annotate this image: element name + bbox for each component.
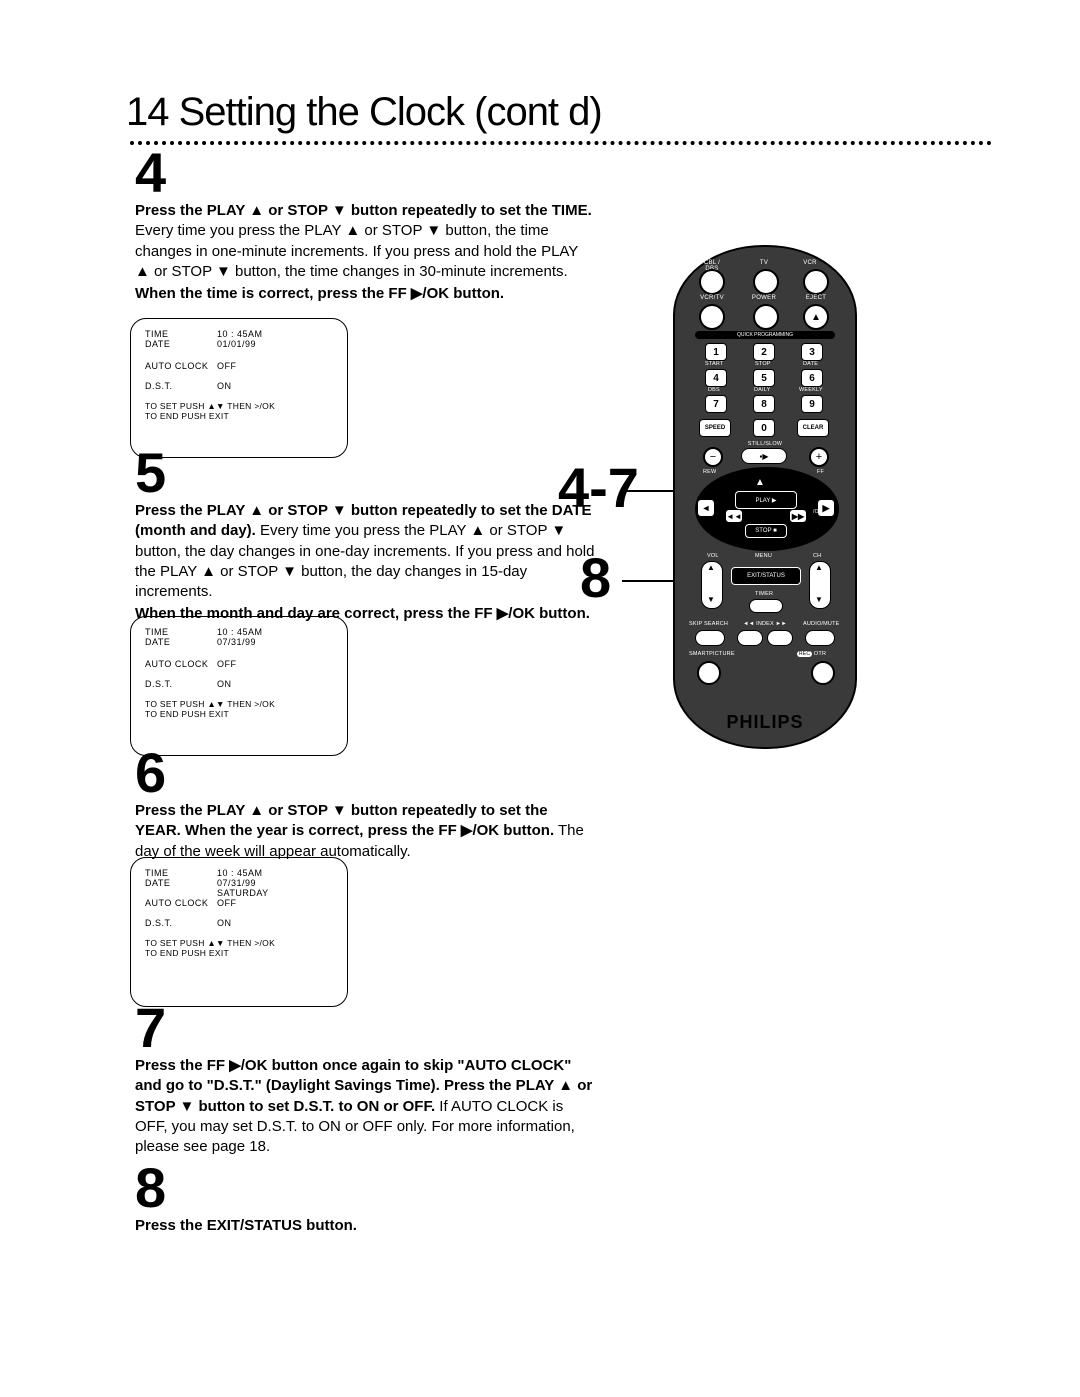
lbl-eject: EJECT bbox=[801, 295, 831, 301]
callout-8: 8 bbox=[580, 545, 611, 610]
step-4: 4 Press the PLAY ▲ or STOP ▼ button repe… bbox=[135, 145, 595, 304]
key-speed[interactable]: SPEED bbox=[699, 419, 731, 437]
btn-plus[interactable]: + bbox=[809, 447, 829, 467]
btn-power[interactable] bbox=[753, 304, 779, 330]
key-9[interactable]: 9 bbox=[801, 395, 823, 413]
btn-dpad-ff[interactable]: ▶▶ bbox=[789, 509, 807, 523]
osd-screen-2: TIME10 : 45AM DATE07/31/99 AUTO CLOCKOFF… bbox=[130, 616, 348, 756]
lbl-vcrtv: VCR/TV bbox=[697, 295, 727, 301]
step4-body1: Every time you press the PLAY ▲ or STOP … bbox=[135, 222, 578, 280]
step4-num: 4 bbox=[135, 145, 595, 201]
btn-index-prev[interactable] bbox=[737, 630, 763, 646]
page-number: 14 bbox=[126, 90, 169, 134]
osd-screen-1: TIME10 : 45AM DATE01/01/99 AUTO CLOCKOFF… bbox=[130, 318, 348, 458]
lbl-power: POWER bbox=[749, 295, 779, 301]
step7-num: 7 bbox=[135, 1000, 595, 1056]
key-2[interactable]: 2 bbox=[753, 343, 775, 361]
remote-control: 4-7 8 CBL / DBS TV VCR VCR/TV POWER EJEC… bbox=[630, 245, 900, 835]
dpad-up-icon: ▲ bbox=[755, 477, 765, 488]
btn-vcr[interactable] bbox=[803, 269, 829, 295]
step8-bold1: Press the EXIT/STATUS button. bbox=[135, 1217, 357, 1234]
key-4[interactable]: 4 bbox=[705, 369, 727, 387]
btn-play[interactable]: PLAY ▶ bbox=[735, 491, 797, 509]
callout-line-47 bbox=[622, 490, 674, 492]
key-5[interactable]: 5 bbox=[753, 369, 775, 387]
key-0[interactable]: 0 bbox=[753, 419, 775, 437]
btn-dpad-rew[interactable]: ◄◄ bbox=[725, 509, 743, 523]
step-7: 7 Press the FF ▶/OK button once again to… bbox=[135, 1000, 595, 1157]
btn-dpad-left[interactable]: ◄ bbox=[697, 499, 715, 517]
btn-stop[interactable]: STOP ■ bbox=[745, 524, 787, 538]
btn-index-next[interactable] bbox=[767, 630, 793, 646]
lbl-tv: TV bbox=[753, 260, 775, 266]
btn-exit-status[interactable]: EXIT/STATUS bbox=[731, 567, 801, 585]
step-5: 5 Press the PLAY ▲ or STOP ▼ button repe… bbox=[135, 445, 595, 625]
btn-otr[interactable] bbox=[811, 661, 835, 685]
step6-num: 6 bbox=[135, 745, 595, 801]
btn-cbl[interactable] bbox=[699, 269, 725, 295]
btn-eject[interactable]: ▲ bbox=[803, 304, 829, 330]
btn-smartpicture[interactable] bbox=[697, 661, 721, 685]
step-8: 8 Press the EXIT/STATUS button. bbox=[135, 1160, 595, 1236]
quick-programming-band: QUICK PROGRAMMING bbox=[695, 331, 835, 339]
btn-tv[interactable] bbox=[753, 269, 779, 295]
key-6[interactable]: 6 bbox=[801, 369, 823, 387]
key-1[interactable]: 1 bbox=[705, 343, 727, 361]
step5-num: 5 bbox=[135, 445, 595, 501]
callout-4-7: 4-7 bbox=[558, 455, 639, 520]
step4-bold1: Press the PLAY ▲ or STOP ▼ button repeat… bbox=[135, 202, 592, 219]
key-8[interactable]: 8 bbox=[753, 395, 775, 413]
key-clear[interactable]: CLEAR bbox=[797, 419, 829, 437]
btn-timer[interactable] bbox=[749, 599, 783, 613]
lbl-vcr: VCR bbox=[799, 260, 821, 266]
step6-bold1: Press the PLAY ▲ or STOP ▼ button repeat… bbox=[135, 802, 554, 839]
btn-minus[interactable]: − bbox=[703, 447, 723, 467]
remote-brand: PHILIPS bbox=[675, 712, 855, 733]
osd-screen-3: TIME10 : 45AM DATE07/31/99 SATURDAY AUTO… bbox=[130, 857, 348, 1007]
btn-audio[interactable] bbox=[805, 630, 835, 646]
step-6: 6 Press the PLAY ▲ or STOP ▼ button repe… bbox=[135, 745, 595, 862]
page-title: 14 Setting the Clock (cont d) bbox=[126, 90, 602, 135]
key-7[interactable]: 7 bbox=[705, 395, 727, 413]
step4-bold2: When the time is correct, press the FF ▶… bbox=[135, 284, 595, 304]
btn-stillslow[interactable]: ▪▶ bbox=[741, 448, 787, 464]
title-text: Setting the Clock (cont d) bbox=[179, 90, 602, 134]
step8-num: 8 bbox=[135, 1160, 595, 1216]
btn-skip[interactable] bbox=[695, 630, 725, 646]
key-3[interactable]: 3 bbox=[801, 343, 823, 361]
btn-vcrtv[interactable] bbox=[699, 304, 725, 330]
